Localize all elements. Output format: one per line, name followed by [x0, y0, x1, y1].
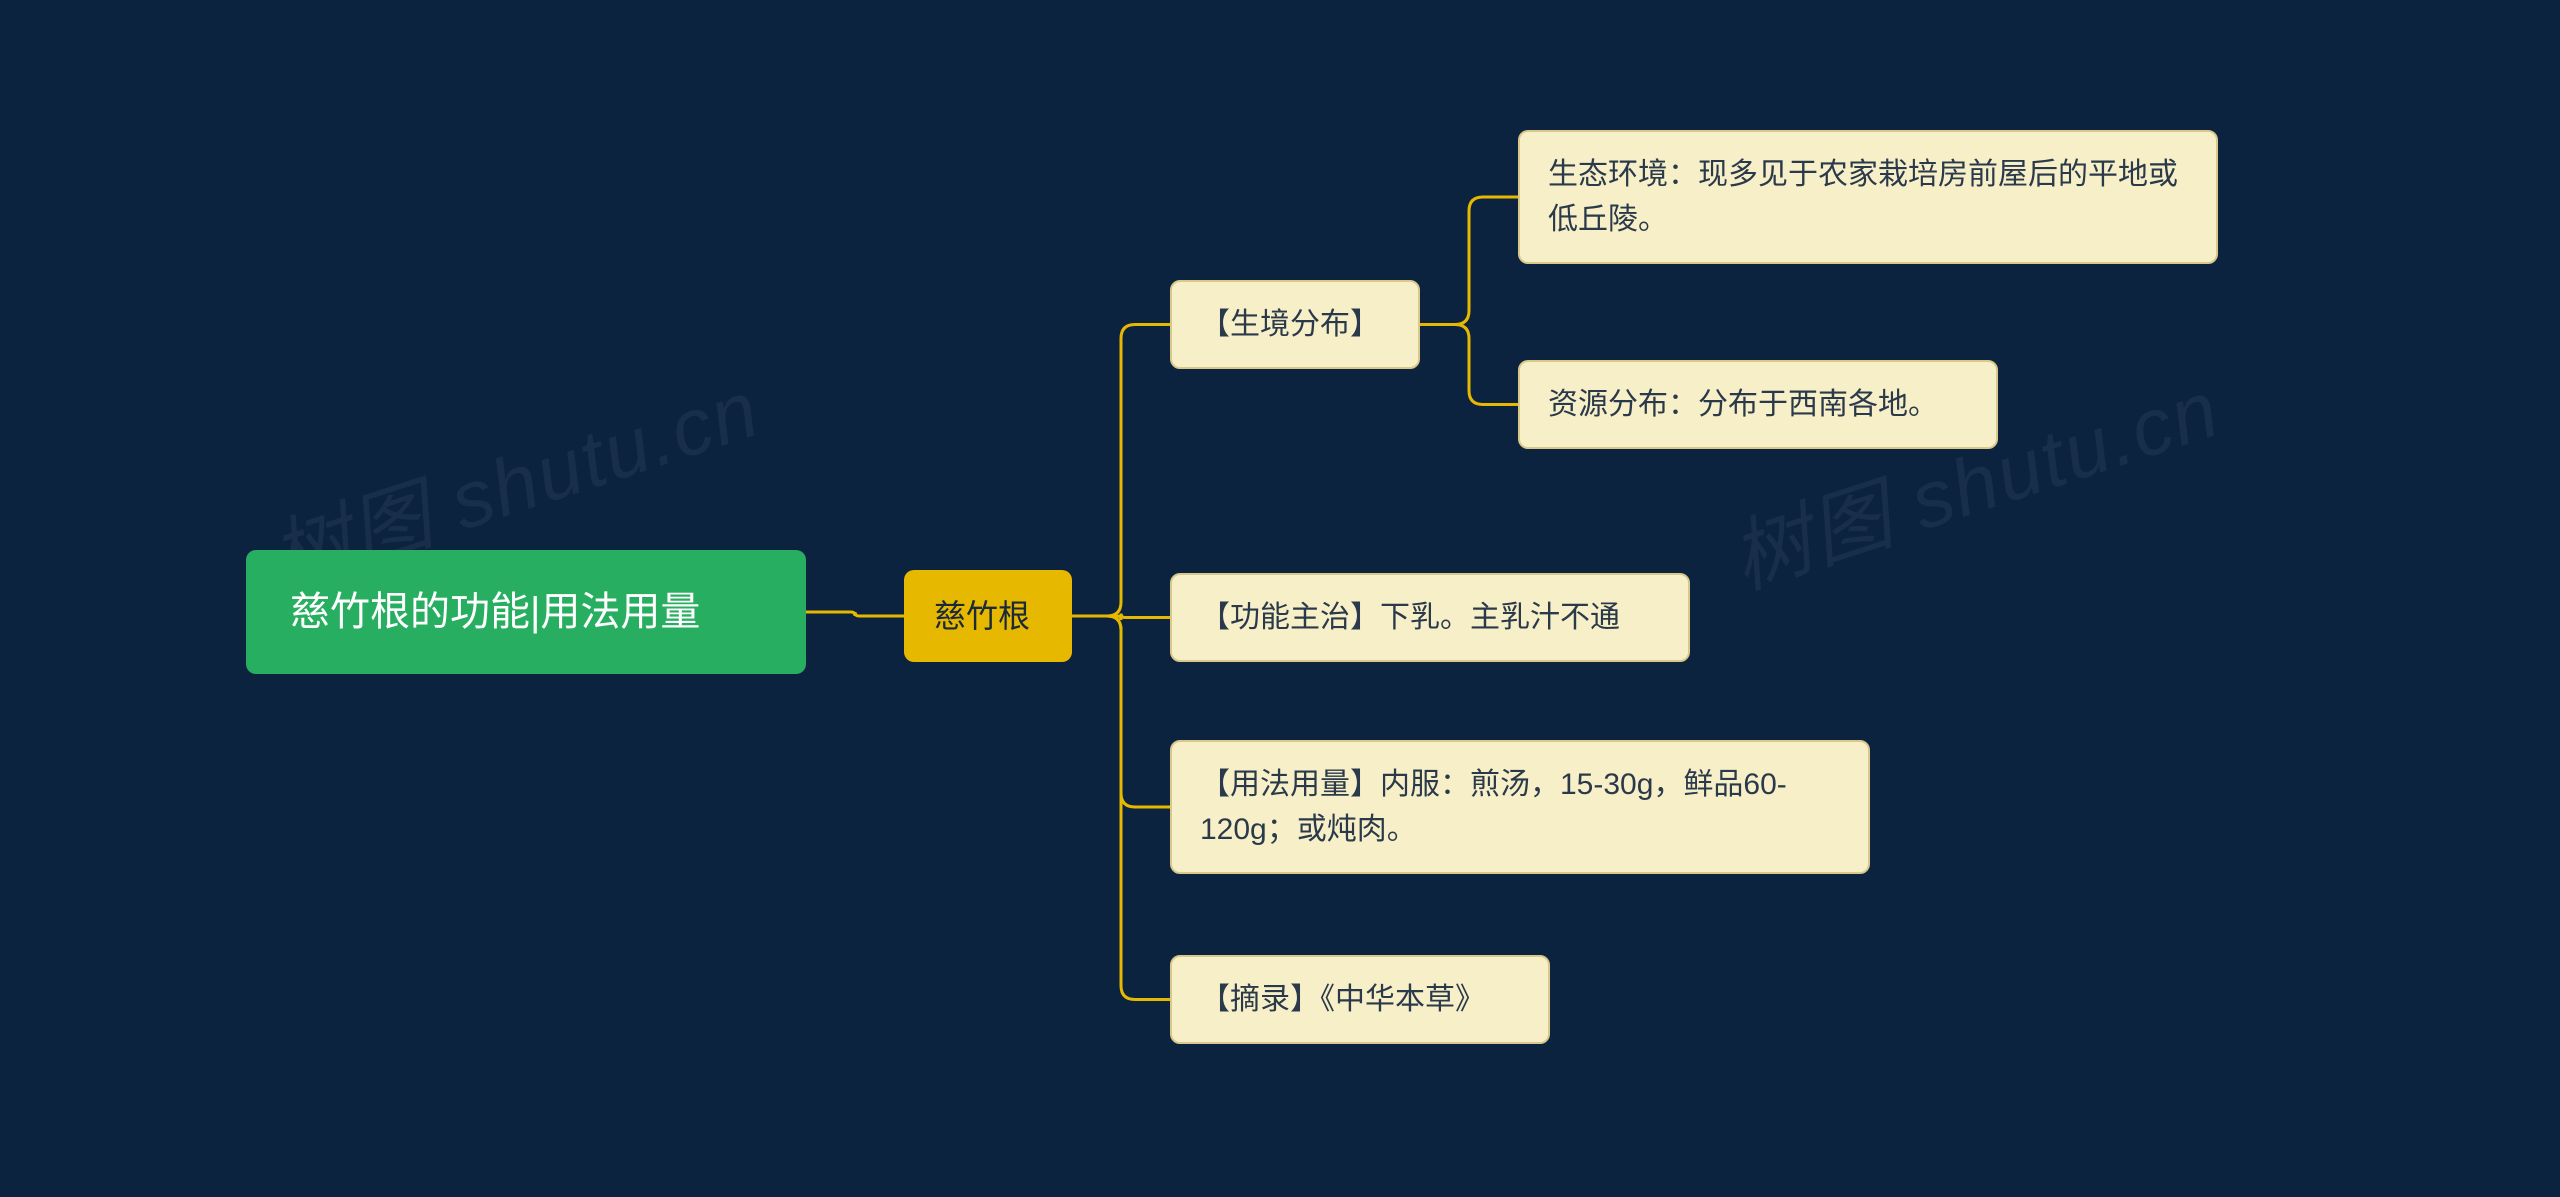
- node-record[interactable]: 【摘录】《中华本草》: [1170, 955, 1550, 1044]
- node-ecology[interactable]: 生态环境：现多见于农家栽培房前屋后的平地或低丘陵。: [1518, 130, 2218, 264]
- level1-node[interactable]: 慈竹根: [904, 570, 1072, 662]
- root-node[interactable]: 慈竹根的功能|用法用量: [246, 550, 806, 674]
- node-habitat[interactable]: 【生境分布】: [1170, 280, 1420, 369]
- node-resource[interactable]: 资源分布：分布于西南各地。: [1518, 360, 1998, 449]
- node-function[interactable]: 【功能主治】下乳。主乳汁不通: [1170, 573, 1690, 662]
- mindmap-canvas: 树图 shutu.cn 树图 shutu.cn 慈竹根的功能|用法用量 慈竹根 …: [0, 0, 2560, 1197]
- node-usage[interactable]: 【用法用量】内服：煎汤，15-30g，鲜品60-120g；或炖肉。: [1170, 740, 1870, 874]
